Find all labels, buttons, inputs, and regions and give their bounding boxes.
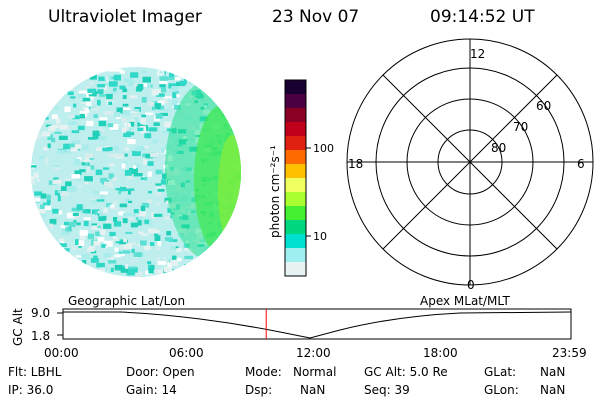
colorbar-segment xyxy=(285,220,306,235)
colorbar-label-10: 10 xyxy=(313,230,327,243)
x-tick-label-3: 18:00 xyxy=(423,346,458,360)
ip-info: IP: 36.0 xyxy=(8,383,54,397)
mlt-label-18: 18 xyxy=(348,157,363,171)
altitude-plot xyxy=(57,308,572,340)
colorbar-segment xyxy=(285,178,306,193)
colorbar-segment xyxy=(285,262,306,277)
x-tick-label-4: 23:59 xyxy=(552,346,587,360)
x-tick-label-0: 00:00 xyxy=(44,346,79,360)
glat-value: NaN xyxy=(540,365,566,379)
colorbar-segment xyxy=(285,192,306,207)
colorbar-segment xyxy=(285,206,306,221)
uv-image-disk xyxy=(31,67,241,277)
right-title: Apex MLat/MLT xyxy=(420,294,510,308)
lat-label-60: 60 xyxy=(536,99,551,113)
mlt-label-6: 6 xyxy=(577,157,585,171)
x-tick-label-1: 06:00 xyxy=(169,346,204,360)
colorbar-unit-label: photon cm⁻²s⁻¹ xyxy=(268,145,282,238)
seq-info: Seq: 39 xyxy=(364,383,410,397)
colorbar-segment xyxy=(285,80,306,95)
mode-label: Mode: xyxy=(245,365,282,379)
colorbar-frame xyxy=(284,79,307,277)
date-label: 23 Nov 07 xyxy=(272,7,360,27)
glon-label: GLon: xyxy=(484,383,519,397)
mlt-label-12: 12 xyxy=(470,47,485,61)
instrument-title: Ultraviolet Imager xyxy=(48,7,202,27)
glat-label: GLat: xyxy=(484,365,517,379)
colorbar-segment xyxy=(285,122,306,137)
colorbar-segment xyxy=(285,248,306,263)
altitude-plot-frame xyxy=(62,308,572,340)
mlt-label-0: 0 xyxy=(467,278,475,292)
colorbar-segment xyxy=(285,150,306,165)
colorbar-segment xyxy=(285,136,306,151)
left-title: Geographic Lat/Lon xyxy=(68,294,185,308)
colorbar-segment xyxy=(285,164,306,179)
colorbar-label-100: 100 xyxy=(313,142,334,155)
door-info: Door: Open xyxy=(126,365,195,379)
y-tick-label-top: 9.0 xyxy=(31,306,50,320)
dsp-label: Dsp: xyxy=(245,383,273,397)
y-axis-label: GC Alt xyxy=(11,308,25,346)
colorbar xyxy=(285,80,306,277)
x-tick-label-2: 12:00 xyxy=(296,346,331,360)
colorbar-segment xyxy=(285,234,306,249)
glon-value: NaN xyxy=(540,383,566,397)
dsp-value: NaN xyxy=(300,383,326,397)
colorbar-segment xyxy=(285,108,306,123)
filter-info: Flt: LBHL xyxy=(8,365,62,379)
time-label: 09:14:52 UT xyxy=(430,7,535,27)
lat-label-70: 70 xyxy=(513,120,528,134)
gc-alt-info: GC Alt: 5.0 Re xyxy=(364,365,448,379)
colorbar-segment xyxy=(285,94,306,109)
altitude-curve xyxy=(63,311,572,339)
y-tick-label-bottom: 1.8 xyxy=(31,329,50,343)
gain-info: Gain: 14 xyxy=(126,383,177,397)
lat-label-80: 80 xyxy=(491,141,506,155)
polar-grid xyxy=(346,38,594,286)
mode-value: Normal xyxy=(293,365,337,379)
